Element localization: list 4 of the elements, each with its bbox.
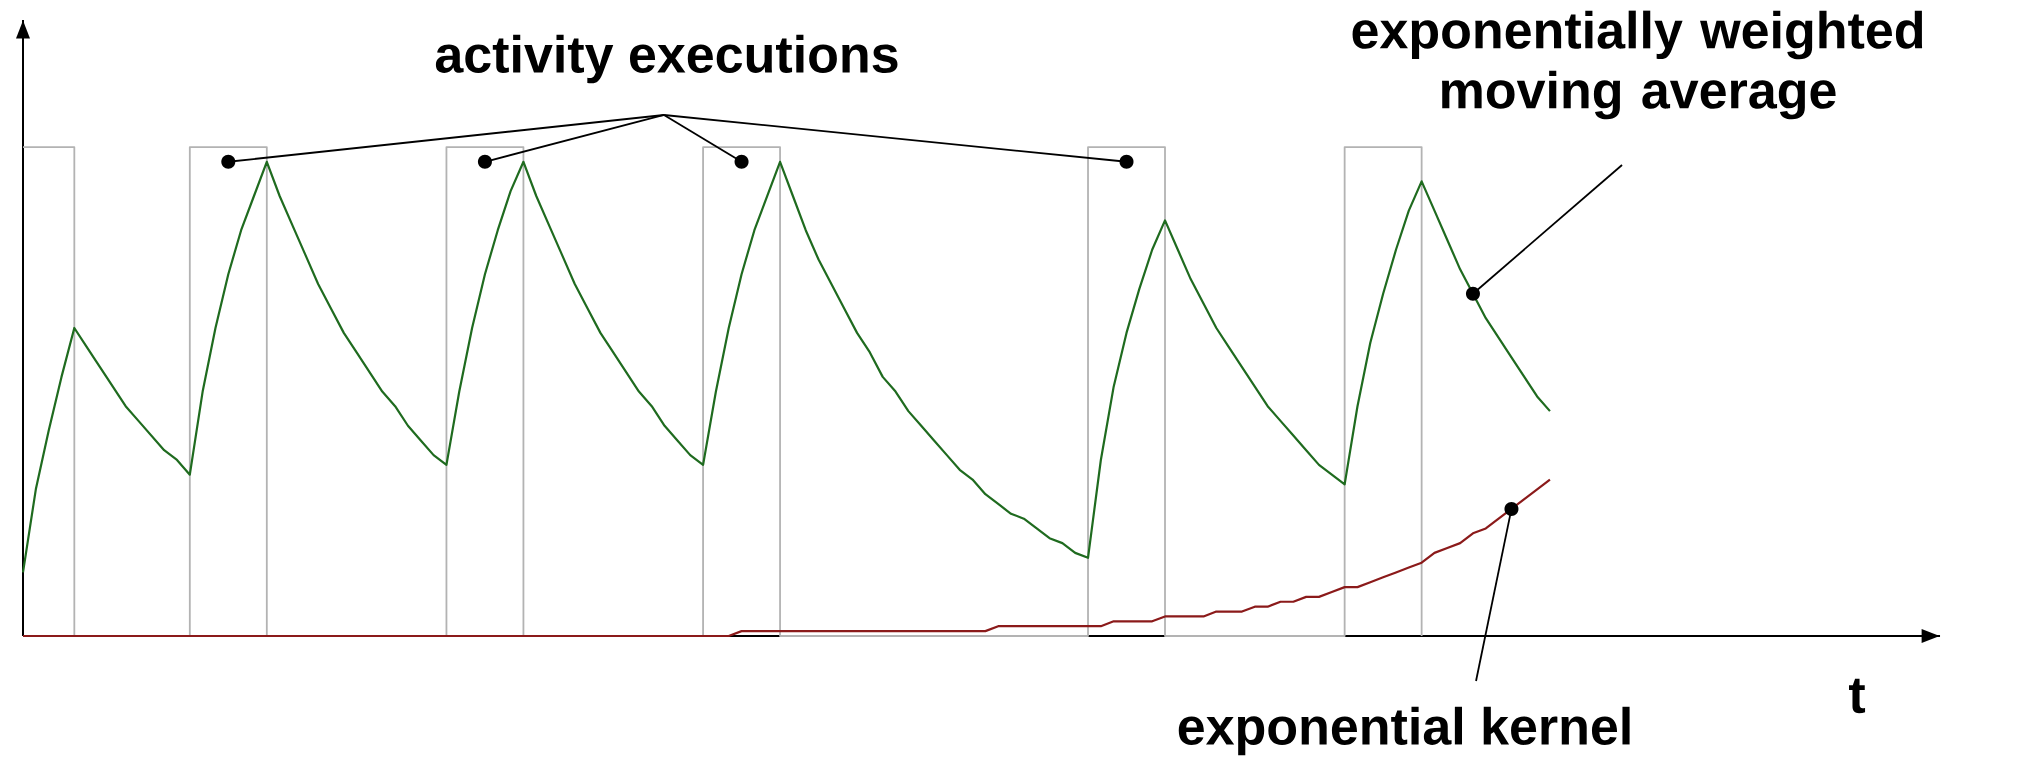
text: exponentially weighted moving average [1352, 10, 1923, 120]
text: t [1849, 678, 1866, 714]
text: exponential kernel [1178, 706, 1630, 756]
text: activity executions [435, 34, 898, 84]
